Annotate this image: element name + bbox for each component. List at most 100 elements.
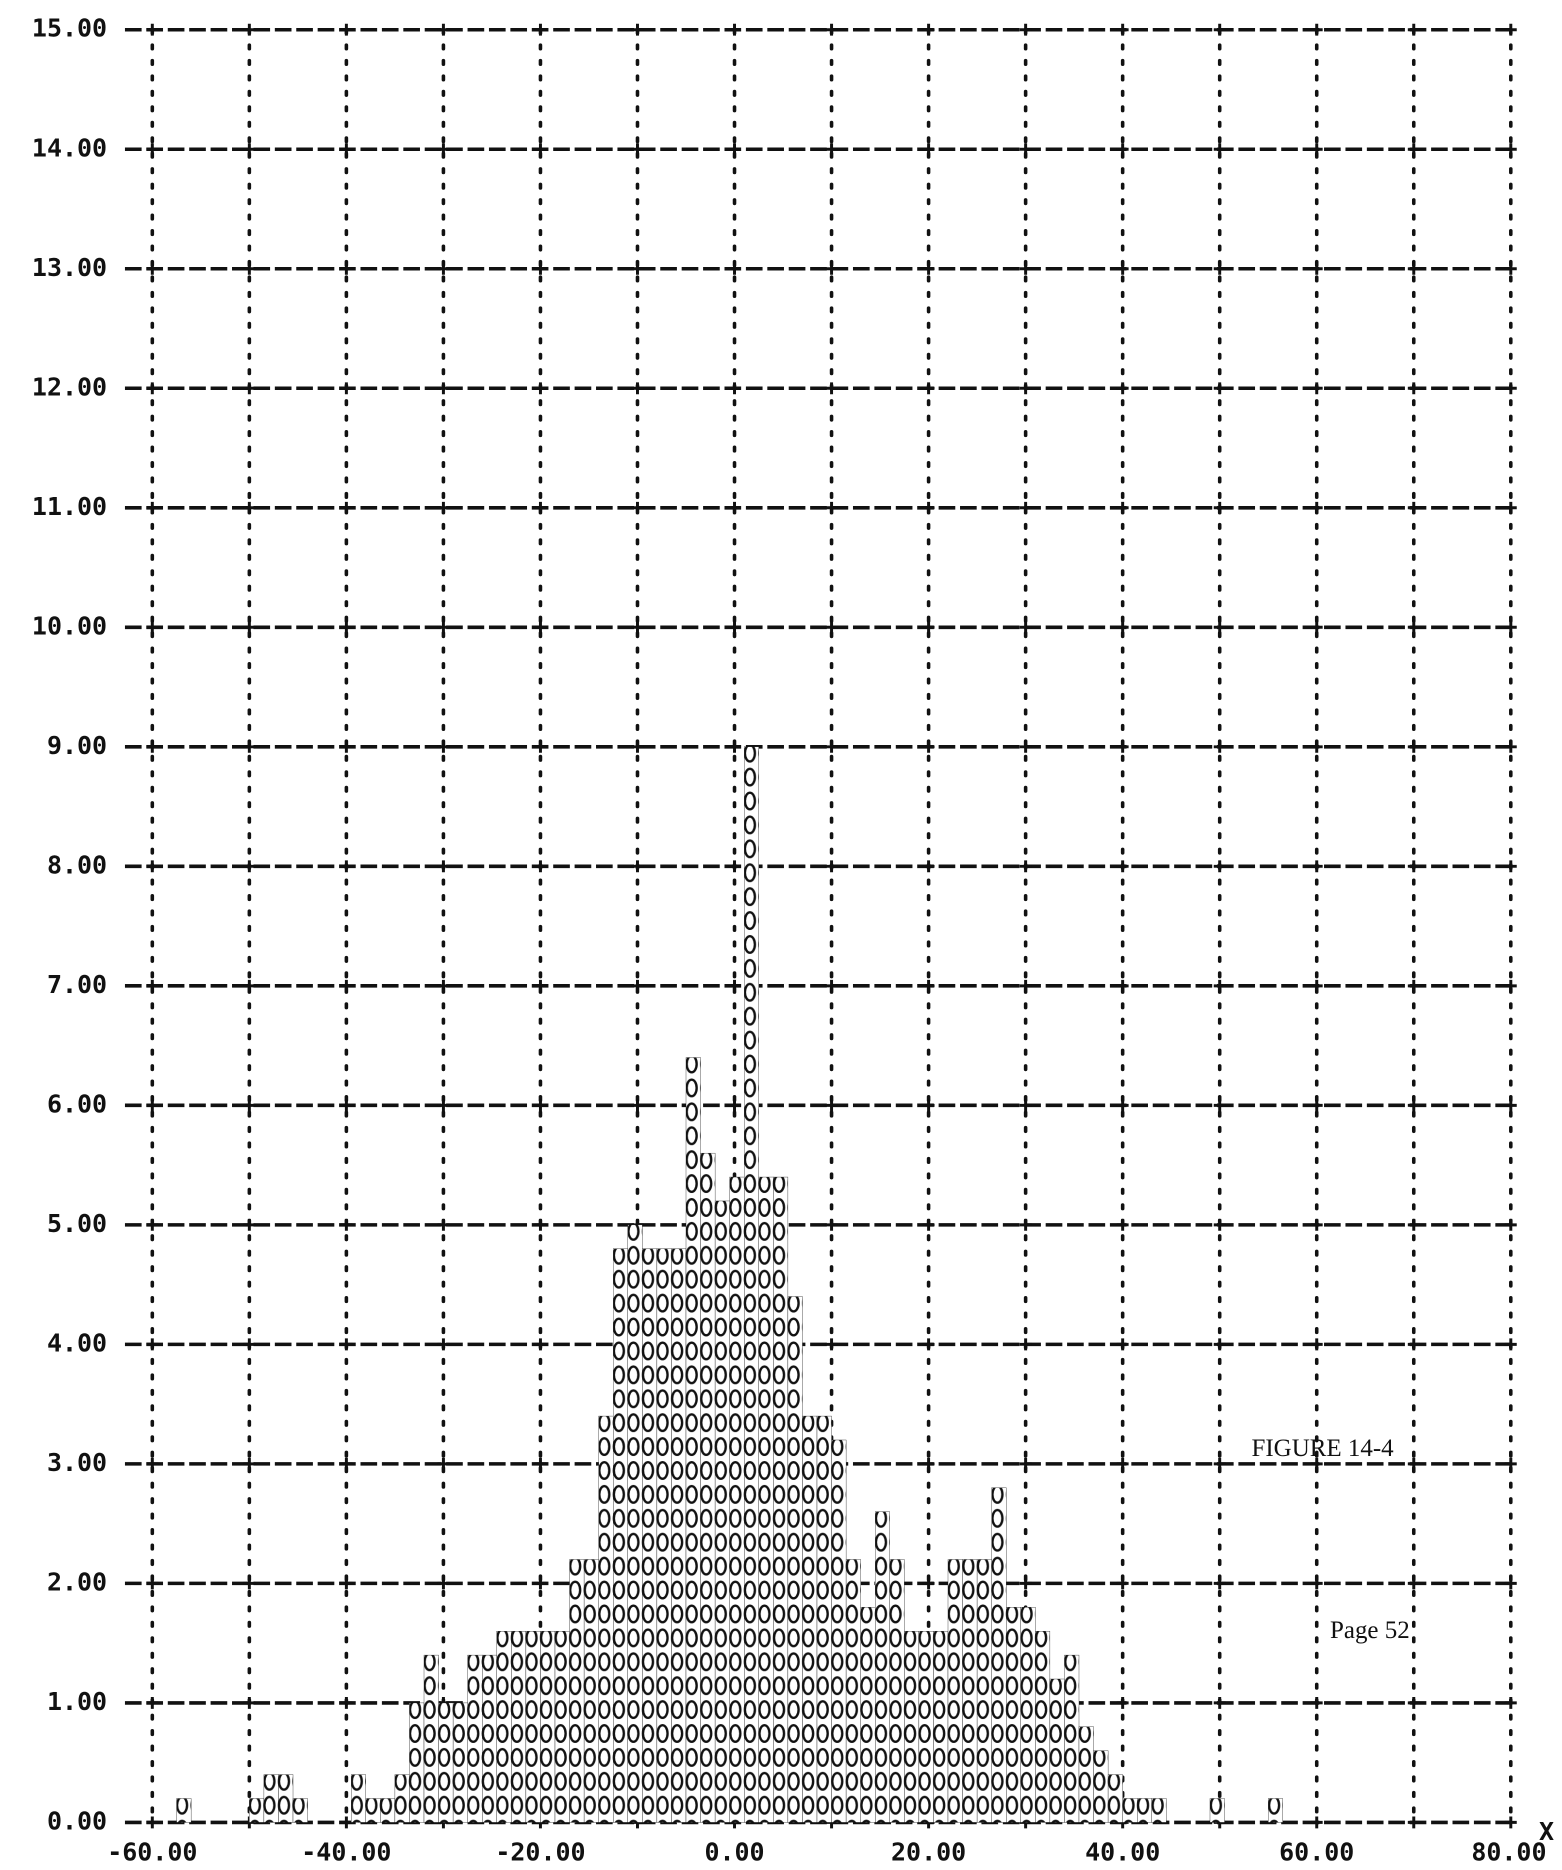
grid-cross [340, 382, 353, 395]
grid-cross [1310, 1338, 1323, 1351]
grid-cross [825, 740, 838, 753]
grid-cross [728, 501, 741, 514]
y-tick-label: 1.00 [47, 1687, 107, 1716]
bar [1137, 1798, 1152, 1823]
grid-cross [243, 1577, 256, 1590]
grid-cross [534, 143, 547, 156]
y-tick-label: 4.00 [47, 1328, 107, 1357]
grid-cross [1019, 621, 1032, 634]
grid-cross [1019, 860, 1032, 873]
bar [685, 1057, 701, 1823]
bar [1064, 1654, 1080, 1823]
grid-cross [340, 1099, 353, 1112]
grid-cross [1310, 501, 1323, 514]
grid-cross [243, 740, 256, 753]
grid-cross [534, 979, 547, 992]
bar [496, 1631, 512, 1823]
grid-cross [1310, 621, 1323, 634]
grid-cross [728, 740, 741, 753]
grid-cross [1504, 860, 1517, 873]
grid-cross [1213, 262, 1226, 275]
bar [1020, 1607, 1036, 1823]
grid-cross [1504, 979, 1517, 992]
y-tick-label: 2.00 [47, 1567, 107, 1596]
bar [1035, 1631, 1051, 1823]
grid-cross [1310, 1457, 1323, 1470]
grid-cross [631, 143, 644, 156]
grid-cross [146, 1338, 159, 1351]
grid-cross [922, 262, 935, 275]
grid-cross [1504, 740, 1517, 753]
grid-cross [728, 262, 741, 275]
y-tick-label: 13.00 [32, 253, 107, 282]
grid-cross [534, 621, 547, 634]
bar [1078, 1726, 1094, 1823]
grid-cross [1116, 860, 1129, 873]
grid-cross [146, 1099, 159, 1112]
grid-cross [534, 23, 547, 36]
grid-cross [1019, 979, 1032, 992]
x-tick-label: 80.00 [1471, 1837, 1546, 1866]
bar [816, 1415, 832, 1823]
grid-cross [1213, 1457, 1226, 1470]
bar [773, 1176, 789, 1823]
grid-cross [1310, 262, 1323, 275]
grid-cross [1116, 621, 1129, 634]
grid-cross [243, 143, 256, 156]
grid-cross [1213, 501, 1226, 514]
grid-cross [534, 860, 547, 873]
grid-cross [1019, 1099, 1032, 1112]
grid-cross [825, 262, 838, 275]
grid-cross [1407, 1457, 1420, 1470]
grid-cross [340, 501, 353, 514]
grid-cross [1310, 143, 1323, 156]
grid-cross [340, 740, 353, 753]
x-tick-label: -40.00 [301, 1837, 391, 1866]
grid-cross [1310, 1696, 1323, 1709]
grid-cross [1019, 1457, 1032, 1470]
bar [962, 1559, 978, 1823]
grid-cross [146, 621, 159, 634]
grid-cross [1019, 501, 1032, 514]
grid-cross [1019, 23, 1032, 36]
grid-cross [340, 1816, 353, 1829]
grid-cross [1116, 979, 1129, 992]
grid-cross [1407, 740, 1420, 753]
y-tick-label: 12.00 [32, 372, 107, 401]
grid-cross [1504, 1218, 1517, 1231]
bar [394, 1774, 410, 1823]
grid-cross [1407, 262, 1420, 275]
grid-cross [922, 740, 935, 753]
grid-cross [1116, 1696, 1129, 1709]
grid-cross [1213, 23, 1226, 36]
grid-cross [728, 1099, 741, 1112]
bar [452, 1702, 468, 1823]
grid-cross [728, 23, 741, 36]
grid-cross [1407, 979, 1420, 992]
grid-cross [243, 1338, 256, 1351]
grid-cross [825, 1099, 838, 1112]
bar [787, 1296, 803, 1823]
grid-cross [1504, 1816, 1517, 1829]
grid-cross [243, 860, 256, 873]
bar [278, 1774, 294, 1823]
bar [583, 1559, 599, 1823]
grid-cross [1310, 1099, 1323, 1112]
grid-cross [534, 1577, 547, 1590]
grid-cross [922, 1457, 935, 1470]
grid-cross [146, 382, 159, 395]
bar [1107, 1774, 1123, 1823]
grid-cross [728, 860, 741, 873]
grid-cross [1213, 1577, 1226, 1590]
grid-cross [1213, 860, 1226, 873]
y-tick-label: 10.00 [32, 611, 107, 640]
y-tick-label: 8.00 [47, 850, 107, 879]
bar [380, 1798, 396, 1823]
grid-cross [922, 1218, 935, 1231]
bar [744, 746, 759, 1823]
bar [904, 1631, 920, 1823]
grid-cross [437, 1338, 450, 1351]
bar [845, 1559, 861, 1823]
grid-cross [728, 143, 741, 156]
